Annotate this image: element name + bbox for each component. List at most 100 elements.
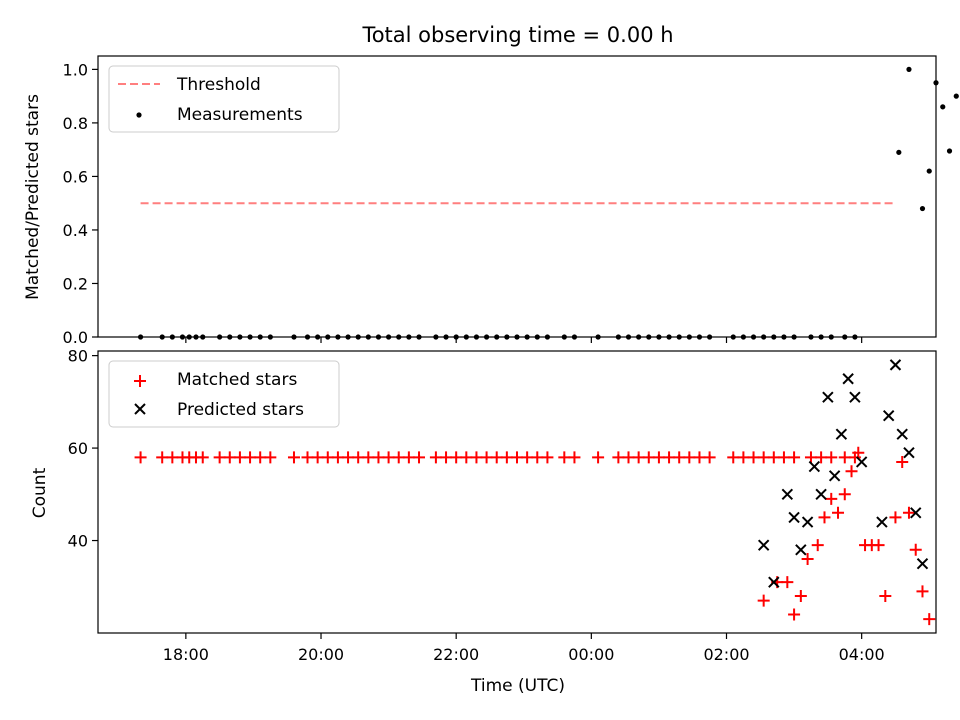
measurement-point <box>730 334 736 340</box>
measurement-point <box>473 334 480 340</box>
matched-star-point <box>301 451 314 464</box>
matched-star-point <box>838 488 851 501</box>
matched-star-point <box>413 451 426 464</box>
matched-star-point <box>788 451 801 464</box>
matched-star-point <box>902 506 915 519</box>
measurement-point <box>808 334 814 340</box>
predicted-star-point <box>842 373 854 385</box>
measurement-point <box>325 334 331 340</box>
matched-star-point <box>909 543 922 556</box>
matched-star-point <box>531 451 544 464</box>
top-y-axis-label: Matched/Predicted stars <box>23 94 43 300</box>
predicted-star-point <box>795 544 807 556</box>
measurement-point <box>365 334 371 340</box>
top-ytick-label: 1.0 <box>63 60 88 79</box>
measurement-point <box>761 334 767 340</box>
matched-star-point <box>832 506 845 519</box>
measurement-point <box>247 334 253 340</box>
measurement-point <box>494 334 500 340</box>
predicted-star-point <box>849 391 861 403</box>
matched-star-point <box>747 451 760 464</box>
matched-star-point <box>264 451 277 464</box>
matched-star-point <box>757 594 770 607</box>
matched-star-point <box>429 451 442 464</box>
matched-star-point <box>244 451 257 464</box>
bottom-legend: Matched stars Predicted stars <box>108 360 340 428</box>
measurement-point <box>852 334 858 340</box>
matched-star-point <box>287 451 300 464</box>
matched-star-point <box>490 451 503 464</box>
matched-star-point <box>693 451 706 464</box>
matched-star-point <box>622 451 635 464</box>
matched-star-point <box>923 613 936 626</box>
predicted-star-point <box>896 428 908 440</box>
measurement-point <box>636 334 642 340</box>
xtick-label: 20:00 <box>298 645 344 664</box>
matched-star-point <box>196 451 209 464</box>
matched-star-point <box>673 451 686 464</box>
matched-star-point <box>254 451 267 464</box>
matched-star-point <box>663 451 676 464</box>
matched-star-point <box>916 585 929 598</box>
measurement-point <box>483 334 490 340</box>
matched-star-point <box>683 451 696 464</box>
measurement-point <box>159 334 165 340</box>
xtick-label: 00:00 <box>568 645 614 664</box>
matched-star-point <box>879 590 892 603</box>
predicted-star-point <box>822 391 834 403</box>
predicted-star-point <box>910 507 922 519</box>
matched-star-point <box>872 539 885 552</box>
measurement-point <box>791 334 797 340</box>
measurement-point <box>200 334 206 340</box>
measurement-point <box>375 334 382 340</box>
xtick-label: 02:00 <box>703 645 749 664</box>
x-axis-label: Time (UTC) <box>470 676 565 696</box>
measurement-point <box>193 334 199 340</box>
measurement-point <box>416 334 422 340</box>
measurement-point <box>896 149 902 155</box>
measurement-point <box>514 334 520 340</box>
matched-star-point <box>889 511 902 524</box>
measurement-point <box>227 334 233 340</box>
matched-star-point <box>818 511 831 524</box>
measurement-point <box>919 205 926 212</box>
predicted-star-point <box>828 470 841 482</box>
matched-star-point <box>166 451 179 464</box>
bottom-x-ticks: 18:00 20:00 22:00 00:00 02:00 04:00 <box>163 633 885 664</box>
measurement-point <box>544 334 551 340</box>
matched-star-point <box>321 451 334 464</box>
matched-star-points <box>134 446 936 626</box>
matched-star-point <box>331 451 344 464</box>
predicted-star-point <box>889 359 902 371</box>
matched-star-point <box>470 451 483 464</box>
matched-star-point <box>801 553 814 566</box>
matched-star-point <box>767 451 780 464</box>
matched-star-point <box>311 451 324 464</box>
matched-star-point <box>777 451 790 464</box>
matched-star-point <box>727 451 740 464</box>
predicted-star-point <box>876 516 888 528</box>
matched-star-point <box>541 451 554 464</box>
measurement-point <box>625 334 632 340</box>
measurement-point <box>750 334 757 340</box>
predicted-star-point <box>768 576 780 588</box>
bottom-ytick-label: 80 <box>68 347 88 366</box>
measurement-point <box>396 334 402 340</box>
matched-star-point <box>592 451 605 464</box>
measurement-point <box>137 334 144 340</box>
predicted-star-point <box>781 488 794 501</box>
matched-star-point <box>811 539 824 552</box>
measurement-point <box>571 334 578 340</box>
matched-star-point <box>845 465 858 478</box>
matched-star-point <box>896 455 909 468</box>
matched-star-point <box>352 451 365 464</box>
matched-star-point <box>223 451 236 464</box>
matched-star-point <box>804 451 817 464</box>
matched-star-point <box>372 451 385 464</box>
measurement-point <box>186 334 192 340</box>
measurement-point <box>237 334 243 340</box>
measurement-point <box>842 334 848 340</box>
predicted-star-point <box>815 488 827 501</box>
legend-threshold-label: Threshold <box>176 75 261 95</box>
